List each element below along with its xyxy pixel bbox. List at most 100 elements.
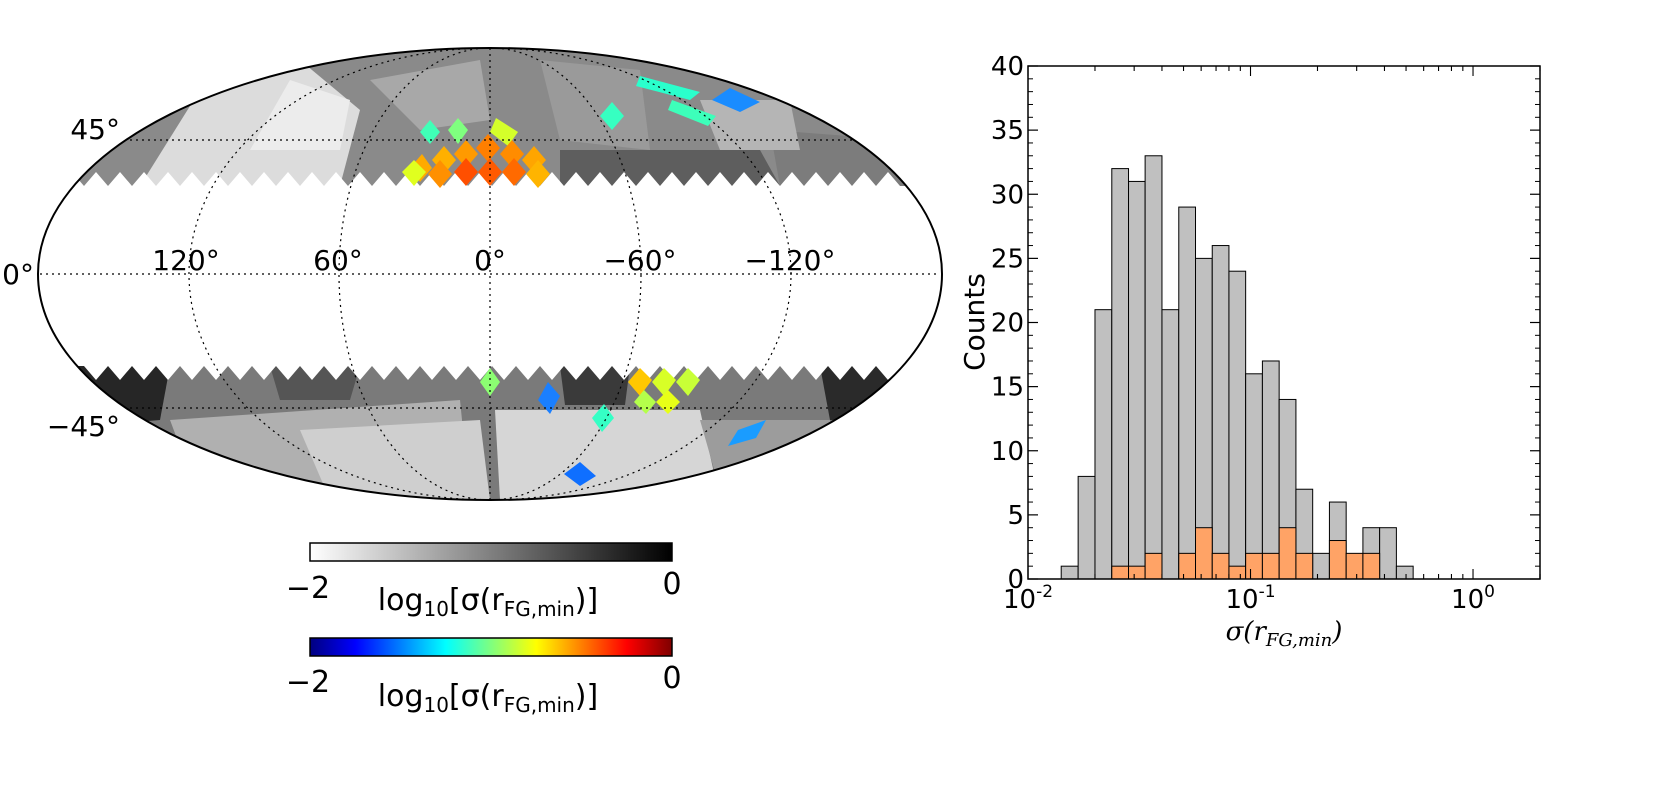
map-pixel xyxy=(712,88,760,112)
histogram-bar-all xyxy=(1261,360,1280,580)
histogram-bar-all xyxy=(1178,206,1197,580)
histogram-bar-all xyxy=(1077,475,1096,580)
histogram-bar-subset xyxy=(1195,527,1213,580)
south-sawtooth-edge xyxy=(40,350,940,380)
south-mid-region xyxy=(700,420,840,490)
histogram-bars-orange xyxy=(1111,527,1381,580)
y-tick-label: 0 xyxy=(1007,565,1024,595)
histogram-bar-subset xyxy=(1278,527,1297,580)
map-pixel xyxy=(448,118,468,144)
y-tick-label: 10 xyxy=(991,437,1024,467)
map-pixel xyxy=(592,404,614,432)
lon-label-minus60: −60° xyxy=(603,244,676,277)
histogram: 0 5 10 15 20 25 30 35 40 10-2 10-1 100 Counts σ(rF… xyxy=(958,52,1541,651)
lat-label-45: 45° xyxy=(70,113,120,146)
map-pixel xyxy=(538,382,560,414)
histogram-bar-all xyxy=(1111,168,1130,580)
y-tick-label: 25 xyxy=(991,244,1024,274)
north-mid-region xyxy=(540,60,650,150)
histogram-bar-subset xyxy=(1178,552,1197,580)
histogram-bars-gray xyxy=(1060,155,1414,580)
south-light-region xyxy=(495,410,720,500)
histogram-bar-subset xyxy=(1128,565,1146,580)
colorbar-gray-bar xyxy=(309,542,673,562)
y-tick-label: 35 xyxy=(991,116,1024,146)
map-pixel xyxy=(454,158,478,186)
histogram-bar-subset xyxy=(1295,552,1314,580)
map-pixel xyxy=(500,140,524,168)
map-pixel xyxy=(600,102,624,130)
colorbar-jet: −2 0 log10[σ(rFG,min)] xyxy=(286,637,682,717)
histogram-frame xyxy=(1027,65,1541,580)
colorbar-gray-label: log10[σ(rFG,min)] xyxy=(378,583,598,621)
histogram-bar-all xyxy=(1228,270,1247,580)
lat-label-0: 0° xyxy=(2,258,34,291)
x-tick-labels: 10-2 10-1 100 xyxy=(1003,582,1495,615)
map-pixel xyxy=(676,368,700,396)
graticule xyxy=(40,48,940,500)
histogram-bar-all xyxy=(1379,527,1397,580)
histogram-bar-subset xyxy=(1345,552,1364,580)
map-pixel xyxy=(428,160,452,188)
histogram-bar-subset xyxy=(1245,552,1263,580)
y-tick-label: 30 xyxy=(991,180,1024,210)
map-pixel xyxy=(636,76,700,100)
map-pixel xyxy=(564,462,596,486)
histogram-bar-subset xyxy=(1261,552,1280,580)
histogram-bar-all xyxy=(1312,552,1330,580)
north-light-region xyxy=(250,80,350,150)
map-pixels xyxy=(40,48,940,500)
map-pixel xyxy=(652,368,676,396)
x-tick-label: 10-1 xyxy=(1225,582,1275,615)
colorbar-jet-min: −2 xyxy=(286,665,330,700)
colorbar-gray-max: 0 xyxy=(662,567,681,602)
histogram-bar-all xyxy=(1128,180,1146,580)
map-pixel xyxy=(526,160,550,188)
histogram-bar-all xyxy=(1395,565,1414,580)
colorbar-gray: −2 0 log10[σ(rFG,min)] xyxy=(286,542,682,621)
map-boundary xyxy=(37,47,943,501)
north-dark-region xyxy=(560,150,780,186)
histogram-bar-subset xyxy=(1328,540,1347,580)
map-pixel xyxy=(502,158,526,186)
map-pixel xyxy=(668,100,716,126)
map-pixel xyxy=(728,420,766,446)
histogram-bar-subset xyxy=(1362,552,1381,580)
histogram-bar-subset xyxy=(1228,565,1247,580)
histogram-bar-subset xyxy=(1144,552,1163,580)
colorbar-jet-bar xyxy=(309,637,673,657)
x-axis-label: σ(rFG,min) xyxy=(1226,617,1343,651)
map-pixel xyxy=(480,368,500,396)
north-light-region xyxy=(700,100,800,150)
lon-label-60: 60° xyxy=(313,244,363,277)
map-pixel xyxy=(628,368,652,396)
map-pixel xyxy=(656,390,680,414)
map-pixel xyxy=(420,120,440,144)
lat-label-minus45: −45° xyxy=(47,410,120,443)
histogram-bar-subset xyxy=(1211,552,1230,580)
highlighted-pixels xyxy=(402,76,766,486)
y-tick-label: 40 xyxy=(991,52,1024,82)
map-pixel xyxy=(490,118,518,146)
y-tick-label: 15 xyxy=(991,373,1024,403)
sky-map: 45° 0° −45° 120° 60° 0° −60° −120° xyxy=(2,47,943,501)
histogram-bar-subset xyxy=(1111,565,1130,580)
lon-label-minus120: −120° xyxy=(745,244,836,277)
map-pixel xyxy=(634,390,656,414)
meridian-line xyxy=(188,48,491,500)
lon-label-0: 0° xyxy=(474,244,506,277)
histogram-bar-all xyxy=(1094,309,1113,580)
y-axis-label: Counts xyxy=(958,273,991,371)
lon-label-120: 120° xyxy=(152,244,219,277)
histogram-bar-all xyxy=(1161,309,1180,580)
y-tick-label: 5 xyxy=(1007,501,1024,531)
south-light-region xyxy=(300,420,490,500)
map-pixel xyxy=(454,140,478,168)
histogram-bar-all xyxy=(1060,565,1079,580)
x-tick-label: 100 xyxy=(1451,582,1495,615)
map-pixel xyxy=(476,134,500,162)
colorbar-jet-label: log10[σ(rFG,min)] xyxy=(378,679,598,717)
histogram-bar-all xyxy=(1245,373,1263,580)
north-mid-region xyxy=(370,60,490,130)
colorbar-gray-min: −2 xyxy=(286,571,330,606)
